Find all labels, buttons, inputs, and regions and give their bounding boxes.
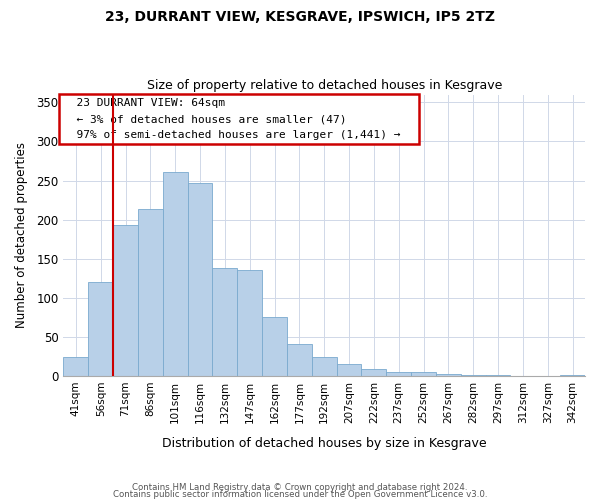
Bar [237,270,262,376]
Text: Contains HM Land Registry data © Crown copyright and database right 2024.: Contains HM Land Registry data © Crown c… [132,484,468,492]
Bar [212,268,237,376]
Bar [436,374,461,376]
Bar [262,318,287,376]
Bar [113,225,138,376]
Bar [337,364,361,376]
Bar [138,208,163,376]
Bar [361,369,386,376]
Y-axis label: Number of detached properties: Number of detached properties [15,142,28,328]
Bar [163,172,188,376]
Text: Contains public sector information licensed under the Open Government Licence v3: Contains public sector information licen… [113,490,487,499]
Text: 23, DURRANT VIEW, KESGRAVE, IPSWICH, IP5 2TZ: 23, DURRANT VIEW, KESGRAVE, IPSWICH, IP5… [105,10,495,24]
Bar [386,372,411,376]
Bar [64,358,88,376]
X-axis label: Distribution of detached houses by size in Kesgrave: Distribution of detached houses by size … [162,437,487,450]
Bar [312,356,337,376]
Bar [287,344,312,376]
Bar [188,183,212,376]
Bar [88,282,113,376]
Bar [411,372,436,376]
Title: Size of property relative to detached houses in Kesgrave: Size of property relative to detached ho… [146,79,502,92]
Text: 23 DURRANT VIEW: 64sqm  
  ← 3% of detached houses are smaller (47)  
  97% of s: 23 DURRANT VIEW: 64sqm ← 3% of detached … [64,98,415,140]
